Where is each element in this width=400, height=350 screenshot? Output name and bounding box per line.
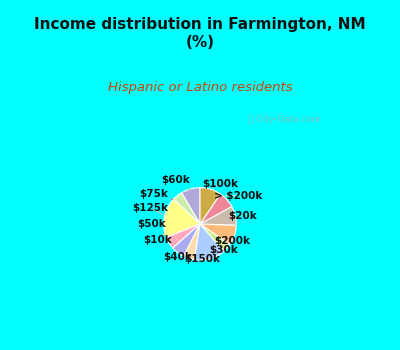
Wedge shape [200, 188, 220, 224]
Text: $100k: $100k [202, 179, 238, 189]
Text: $60k: $60k [162, 175, 190, 189]
Wedge shape [166, 224, 200, 248]
Text: $150k: $150k [184, 254, 220, 264]
Text: Hispanic or Latino residents: Hispanic or Latino residents [108, 80, 292, 93]
Text: $200k: $200k [214, 236, 250, 246]
Text: $20k: $20k [228, 211, 257, 221]
Text: $40k: $40k [163, 252, 192, 262]
Wedge shape [200, 206, 236, 225]
Wedge shape [182, 188, 200, 224]
Wedge shape [184, 224, 200, 260]
Wedge shape [200, 224, 230, 251]
Text: $125k: $125k [133, 203, 169, 214]
Text: > $200k: > $200k [214, 191, 262, 201]
Wedge shape [200, 224, 236, 244]
Wedge shape [194, 224, 224, 260]
Wedge shape [174, 193, 200, 224]
Text: $30k: $30k [209, 245, 238, 255]
Wedge shape [200, 194, 232, 224]
Text: ⓘ City-Data.com: ⓘ City-Data.com [248, 116, 321, 125]
Wedge shape [164, 199, 200, 237]
Text: $10k: $10k [143, 235, 173, 248]
Text: Income distribution in Farmington, NM
(%): Income distribution in Farmington, NM (%… [34, 18, 366, 50]
Text: $50k: $50k [137, 219, 166, 235]
Text: $75k: $75k [139, 189, 173, 199]
Wedge shape [173, 224, 200, 256]
